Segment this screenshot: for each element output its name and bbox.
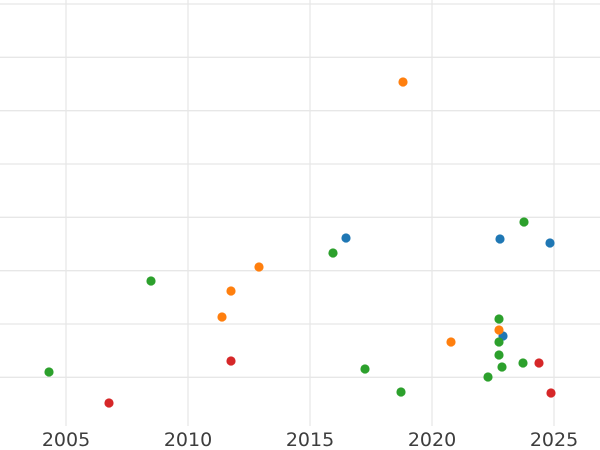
data-point-green xyxy=(328,248,338,258)
data-point-green xyxy=(518,358,528,368)
x-tick-label: 2005 xyxy=(42,429,90,450)
data-point-red xyxy=(534,358,544,368)
x-tick-label: 2025 xyxy=(530,429,578,450)
x-tick-label: 2015 xyxy=(286,429,334,450)
data-point-red xyxy=(104,398,114,408)
series-green xyxy=(44,217,529,397)
series-red xyxy=(104,356,556,408)
data-point-green xyxy=(494,337,504,347)
data-point-green xyxy=(494,314,504,324)
x-tick-labels: 2005 2010 2015 2020 2025 xyxy=(42,429,578,450)
vertical-gridlines xyxy=(65,0,555,426)
data-point-orange xyxy=(494,325,504,335)
data-point-orange xyxy=(217,312,227,322)
data-point-green xyxy=(146,276,156,286)
horizontal-gridlines xyxy=(0,3,600,378)
data-point-blue xyxy=(495,234,505,244)
data-point-blue xyxy=(341,233,351,243)
data-point-orange xyxy=(446,337,456,347)
data-point-green xyxy=(44,367,54,377)
data-point-orange xyxy=(226,286,236,296)
data-point-green xyxy=(519,217,529,227)
x-tick-label: 2020 xyxy=(408,429,456,450)
data-point-green xyxy=(497,362,507,372)
data-point-red xyxy=(226,356,236,366)
x-tick-label: 2010 xyxy=(164,429,212,450)
data-point-green xyxy=(360,364,370,374)
data-point-green xyxy=(494,350,504,360)
data-point-orange xyxy=(398,77,408,87)
data-point-green xyxy=(483,372,493,382)
series-orange xyxy=(217,77,504,347)
data-point-green xyxy=(396,387,406,397)
data-point-blue xyxy=(545,238,555,248)
data-point-orange xyxy=(254,262,264,272)
data-point-red xyxy=(546,388,556,398)
